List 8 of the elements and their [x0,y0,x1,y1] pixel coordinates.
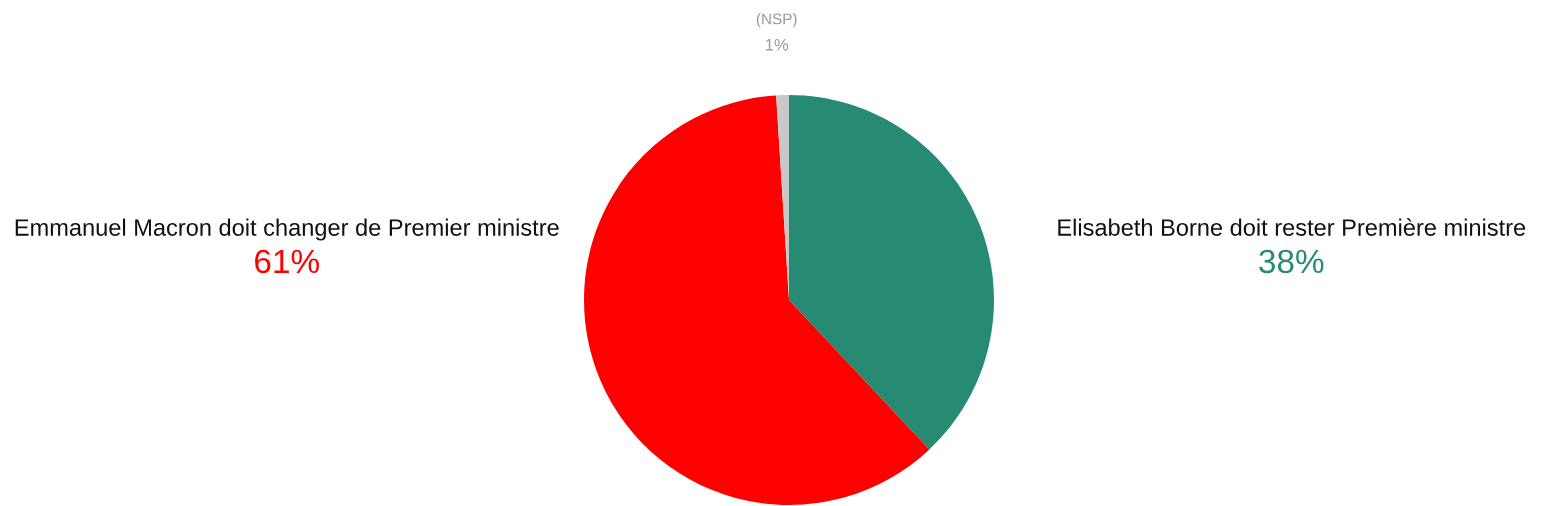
data-label: 1% [765,38,789,51]
slice-label: (NSP) [756,13,797,28]
slice-label: Elisabeth Borne doit rester Première ministre [1058,218,1526,236]
data-label: 38% [1259,249,1324,274]
data-label: 61% [255,249,319,274]
slice-label: Emmanuel Macron doit changer de Premier ministre [15,218,559,241]
pie-slice [584,95,930,505]
pie-slice [789,95,994,450]
